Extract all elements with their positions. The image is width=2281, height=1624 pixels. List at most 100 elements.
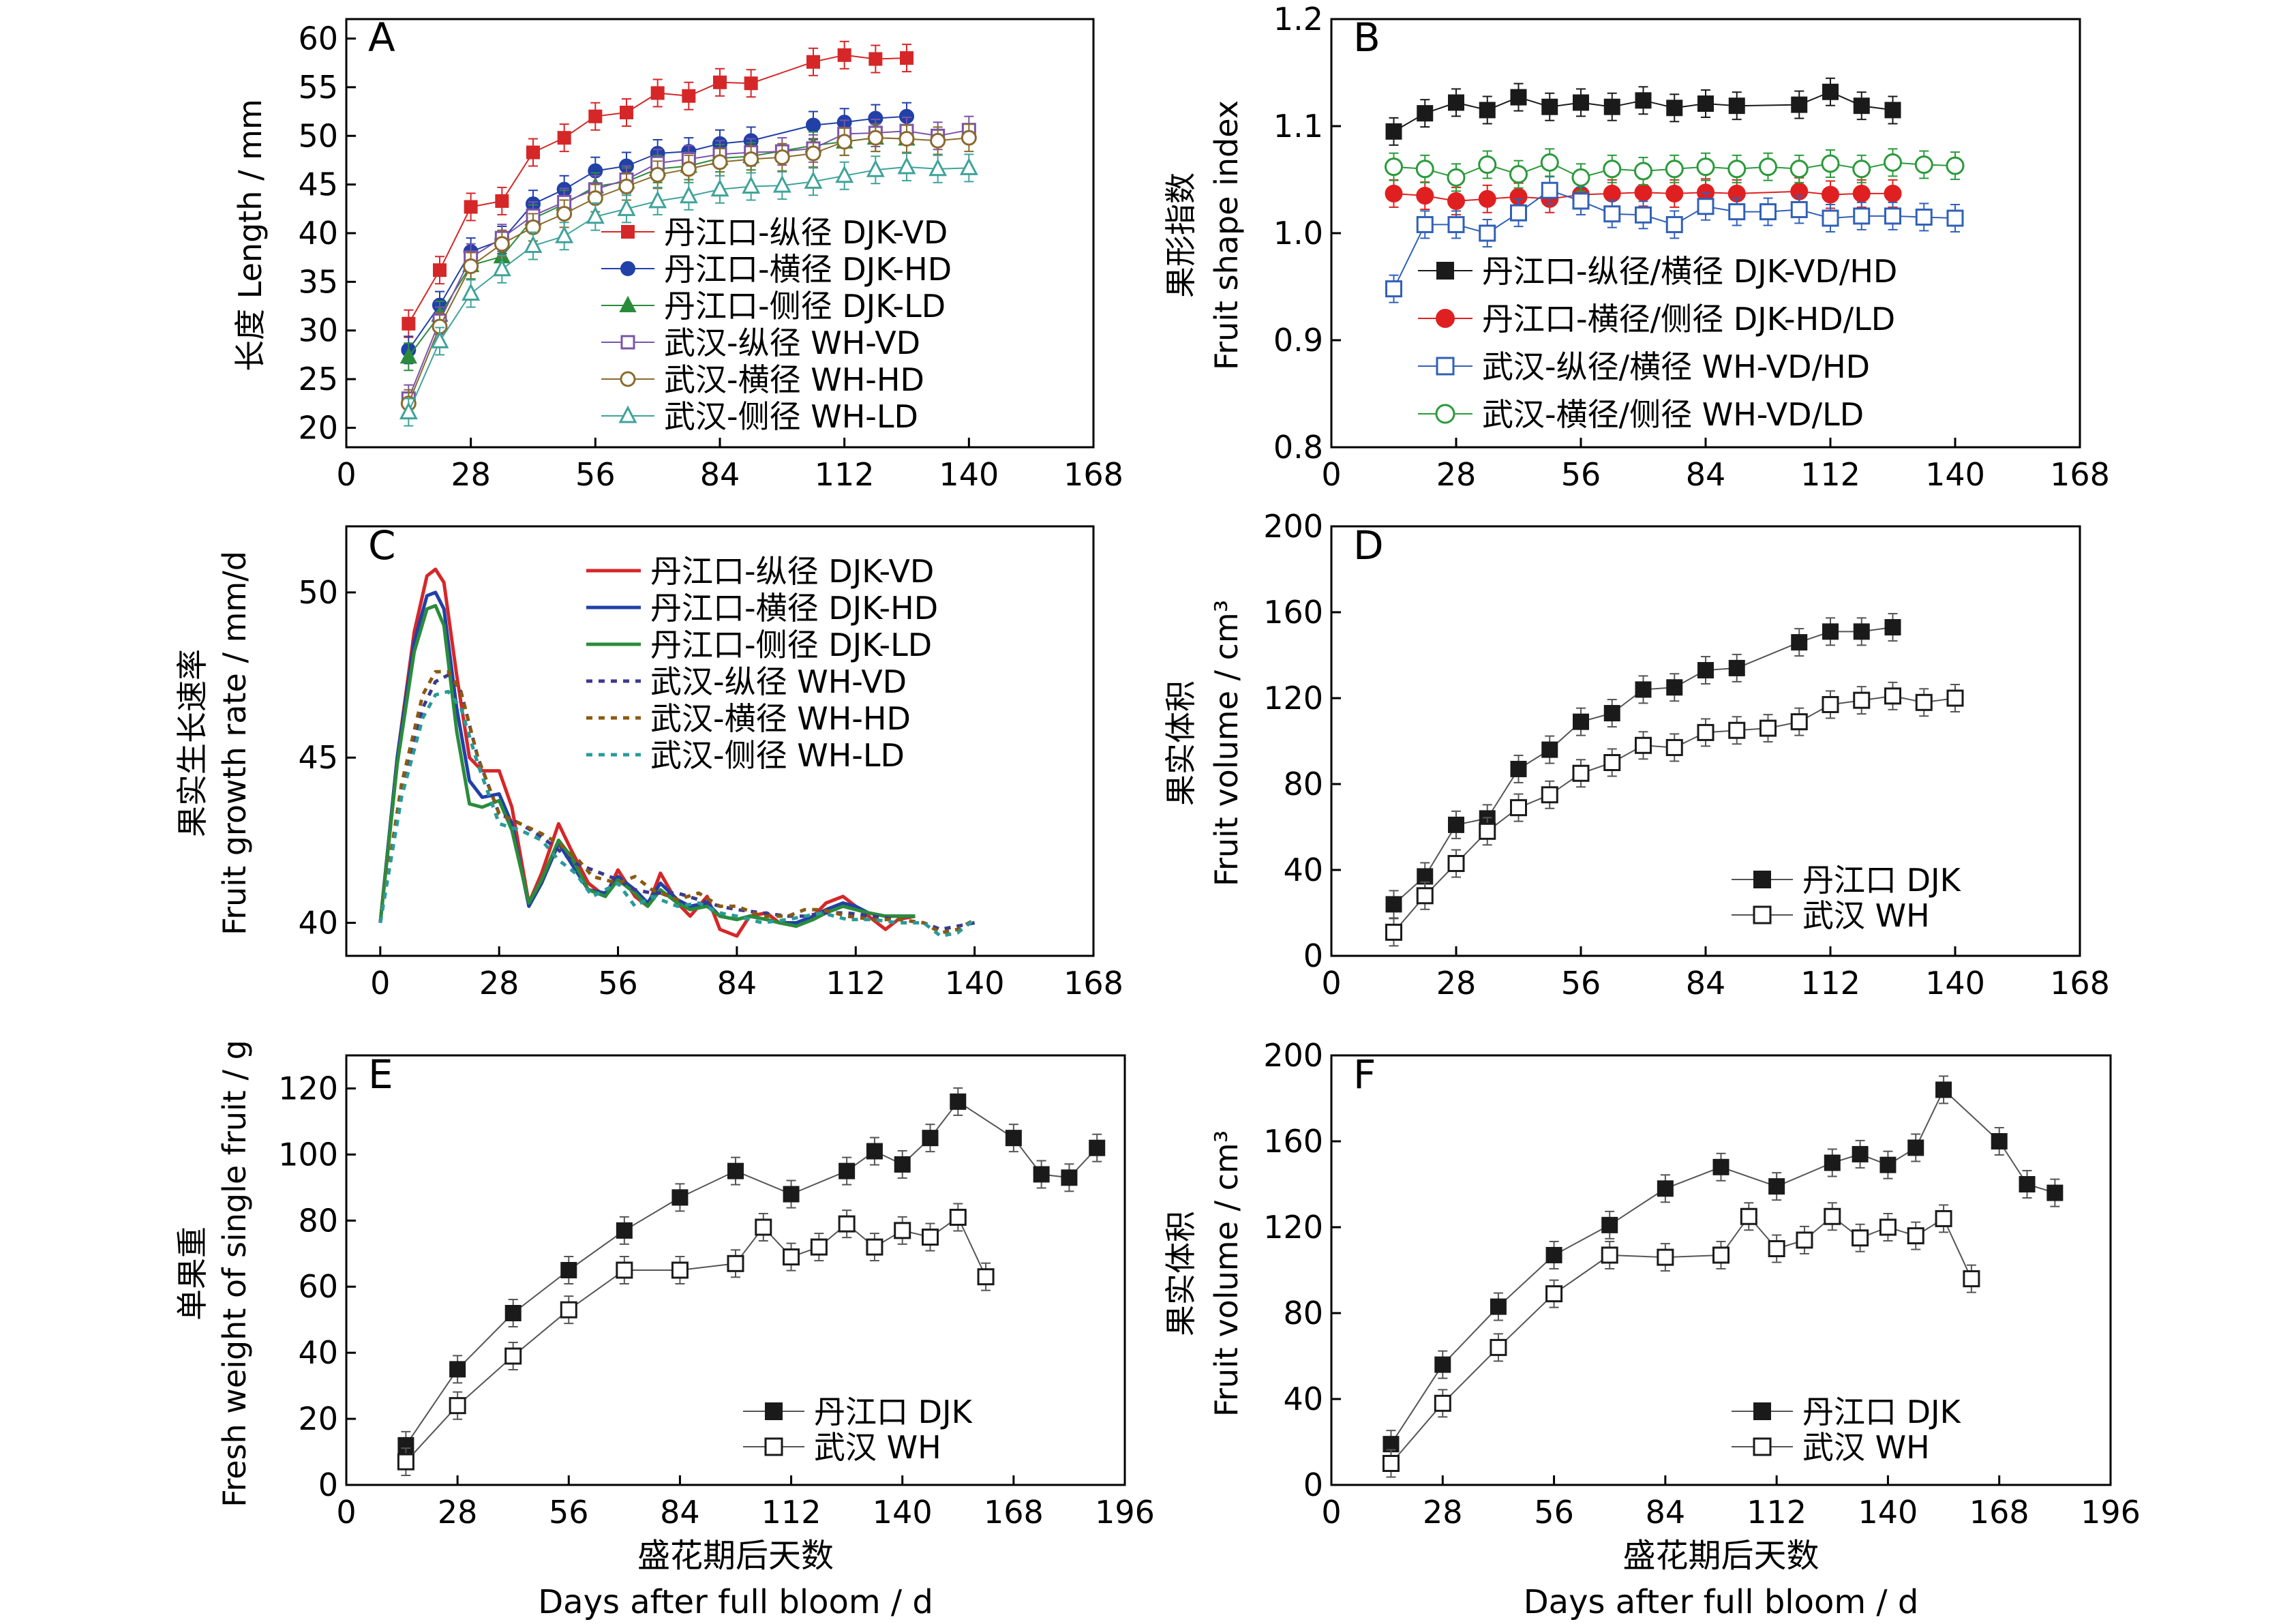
x-tick-label: 84 [700,456,740,493]
x-tick-label: 196 [1095,1494,1155,1531]
data-point [1665,215,1683,233]
data-point [1666,679,1683,696]
data-point [1541,98,1558,115]
data-point [433,263,447,277]
panel-letter: F [1353,1051,1376,1098]
data-point [1853,691,1871,709]
data-point [1884,153,1902,172]
data-point [526,145,540,160]
legend-label: 武汉-横径/侧径 WH-VD/LD [1482,396,1864,433]
data-point [504,1347,522,1365]
data-point [839,1162,856,1179]
y-tick-label: 160 [1263,594,1323,631]
data-point [922,1130,939,1147]
y-tick-label: 120 [1263,1209,1323,1246]
legend-label: 丹江口 DJK [1802,862,1962,899]
data-point [1907,1227,1924,1245]
plot-frame [1330,1054,2112,1486]
data-point [492,258,511,277]
data-point [560,1301,577,1319]
data-point [449,1397,466,1415]
data-point [504,1305,522,1321]
data-point [402,316,416,331]
data-point [1635,736,1652,754]
data-point [495,194,509,208]
data-point [894,1222,911,1239]
x-tick-label: 0 [1321,1494,1341,1531]
y-axis-label-en: Fruit volume / cm³ [1208,1130,1245,1417]
legend-label: 丹江口-横径 DJK-HD [664,251,952,288]
data-point [1789,160,1809,179]
x-tick-label: 196 [2081,1494,2141,1531]
x-tick-label: 112 [761,1494,821,1531]
data-point [1541,181,1558,199]
data-point [650,86,665,100]
y-tick-label: 30 [298,312,338,349]
panel-letter: A [368,14,395,61]
data-point [900,51,913,65]
series-group [397,1087,1106,1477]
data-point [898,131,915,147]
data-point [1740,1207,1757,1225]
data-point [783,1248,800,1266]
x-tick-label: 140 [939,456,999,493]
data-point [1697,198,1714,215]
plot-frame [345,1054,1126,1486]
data-point [1385,123,1402,140]
data-point [1603,754,1621,771]
data-point [1712,1158,1729,1175]
legend-marker [620,335,635,350]
panel-letter: B [1353,14,1380,61]
y-tick-label: 50 [298,117,338,154]
data-point [1852,1229,1869,1247]
data-point [1884,207,1901,225]
data-point [1790,713,1808,731]
y-tick-label: 40 [298,215,338,252]
data-point [744,76,758,91]
y-axis-label-en: Fruit growth rate / mm/d [216,551,253,935]
y-tick-label: 40 [1283,1381,1323,1417]
y-tick-label: 60 [298,20,338,57]
data-point [922,1229,939,1246]
panel-e: E 0 28 56 84 112 140 168 196 0 20 40 60 80 100 120 单果重 Fr… [174,1040,1155,1621]
x-tick-label: 112 [1800,456,1860,493]
x-tick-label: 0 [336,456,356,493]
data-point [1448,816,1464,833]
x-tick-label: 0 [1321,965,1341,1002]
data-point [1791,96,1808,113]
y-axis-label-en: Fresh weight of single fruit / g [216,1040,253,1507]
y-tick-label: 0 [318,1467,338,1503]
data-point [2019,1176,2036,1192]
x-tick-label: 112 [1747,1494,1807,1531]
data-point [1915,693,1933,711]
data-point [1657,1180,1674,1197]
data-point [1545,1285,1563,1303]
data-point [838,1215,856,1233]
data-point [1768,1240,1785,1257]
panel-b: B 0 28 56 84 112 140 168 0.8 0.9 1.0 1.1 1.2 果形指数 Frui… [1162,1,2110,493]
data-point [1634,183,1652,202]
data-point [1416,215,1434,233]
y-tick-label: 0.9 [1273,322,1323,359]
legend-label: 丹江口-横径 DJK-HD [650,590,938,627]
data-point [1790,200,1808,218]
y-tick-label: 160 [1263,1123,1323,1160]
data-point [1697,662,1714,679]
x-tick-label: 56 [1561,965,1601,1002]
data-point [1509,165,1528,184]
data-point [1879,1156,1897,1173]
panel-letter: C [368,522,396,569]
x-tick-label: 56 [575,456,616,493]
data-point [1510,799,1527,817]
panel-f: F 0 28 56 84 112 140 168 196 0 40 80 120 160 200 果实体积 Fr… [1162,1037,2141,1621]
data-point [555,226,574,243]
data-point [560,1262,577,1278]
legend-label: 武汉-纵径/横径 WH-VD/HD [1482,348,1870,385]
x-tick-label: 140 [1925,456,1985,493]
data-point [1935,1081,1952,1098]
x-tick-label: 140 [1925,965,1985,1002]
data-point [1768,1178,1785,1195]
series-group [1385,613,1964,947]
data-point [1635,92,1652,109]
